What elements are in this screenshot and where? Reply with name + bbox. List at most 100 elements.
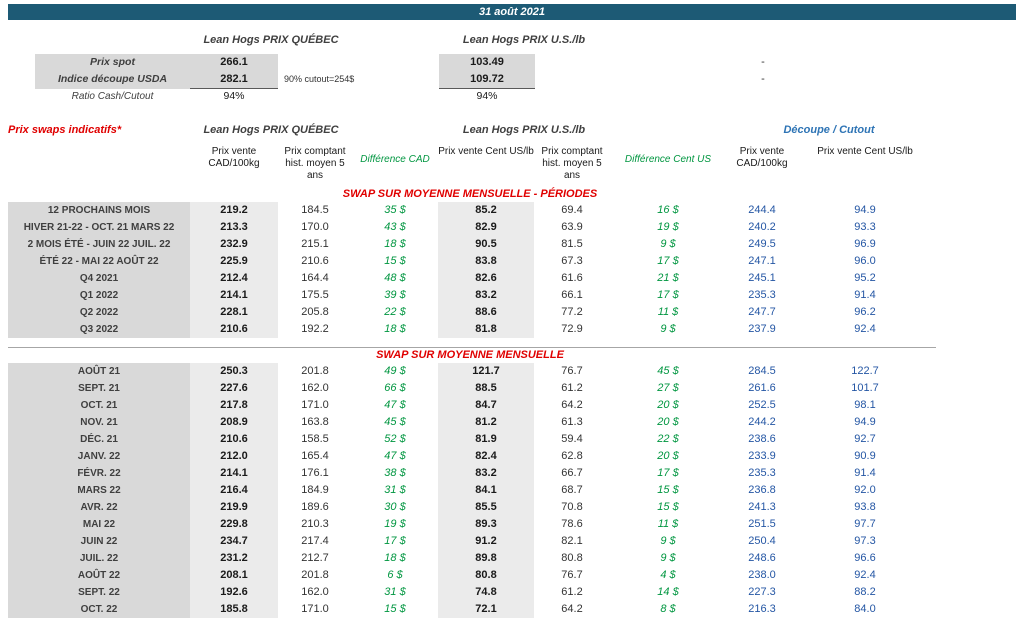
cell: 81.5 <box>561 238 583 250</box>
cell: 237.9 <box>748 323 776 335</box>
cell: 81.8 <box>438 321 534 338</box>
cell: 212.0 <box>190 448 278 465</box>
cell: 89.3 <box>438 516 534 533</box>
row-label: Ratio Cash/Cutout <box>71 91 154 102</box>
cell: 208.1 <box>190 567 278 584</box>
cell: 162.0 <box>301 382 329 394</box>
cell: 66.7 <box>561 467 583 479</box>
cell: 208.9 <box>190 414 278 431</box>
cell: 84.7 <box>438 397 534 414</box>
cell: 18 $ <box>384 552 406 564</box>
cell: 96.0 <box>854 255 876 267</box>
cell: 88.2 <box>854 586 876 598</box>
cell: 96.6 <box>854 552 876 564</box>
cell: 231.2 <box>190 550 278 567</box>
qc-ratio-value: 94% <box>223 90 245 102</box>
cell: 210.6 <box>301 255 329 267</box>
cell: 247.1 <box>748 255 776 267</box>
row-label: Indice découpe USDA <box>35 71 190 89</box>
cell: 89.8 <box>438 550 534 567</box>
cell: 81.9 <box>438 431 534 448</box>
us-spot-value: 103.49 <box>439 54 535 71</box>
col-cut-cad: Prix vente CAD/100kg <box>736 146 788 169</box>
row-label: FÉVR. 22 <box>8 465 190 482</box>
top-row-ratio: Ratio Cash/Cutout 94% 94% <box>8 88 932 105</box>
cell: 213.3 <box>190 219 278 236</box>
cell: 85.2 <box>438 202 534 219</box>
cell: 16 $ <box>657 204 679 216</box>
cell: 201.8 <box>301 365 329 377</box>
cell: 43 $ <box>384 221 406 233</box>
cell: 17 $ <box>657 467 679 479</box>
table-row: SEPT. 21 227.6 162.0 66 $ 88.5 61.2 27 $ 261.6 1… <box>8 380 932 397</box>
cell: 22 $ <box>384 306 406 318</box>
col-us-diff: Différence Cent US <box>624 154 712 165</box>
cell: 91.2 <box>438 533 534 550</box>
cell: 17 $ <box>384 535 406 547</box>
cell: 31 $ <box>384 484 406 496</box>
cell: 201.8 <box>301 569 329 581</box>
cell: 9 $ <box>660 552 676 564</box>
cell: 232.9 <box>190 236 278 253</box>
cell: 19 $ <box>657 221 679 233</box>
cell: 171.0 <box>301 399 329 411</box>
cell: 61.6 <box>561 272 583 284</box>
top-row-prix-spot: Prix spot 266.1 103.49 - <box>8 54 932 71</box>
cell: 92.0 <box>854 484 876 496</box>
cell: 170.0 <box>301 221 329 233</box>
swaps-quebec-header: Lean Hogs PRIX QUÉBEC <box>203 124 339 136</box>
cell: 63.9 <box>561 221 583 233</box>
cell: 14 $ <box>657 586 679 598</box>
row-label: 12 PROCHAINS MOIS <box>8 202 190 219</box>
cell: 210.6 <box>190 321 278 338</box>
cell: 212.4 <box>190 270 278 287</box>
cell: 249.5 <box>748 238 776 250</box>
table-row: Q2 2022 228.1 205.8 22 $ 88.6 77.2 11 $ 247.7 96… <box>8 304 932 321</box>
cell: 121.7 <box>438 363 534 380</box>
section1-title: SWAP SUR MOYENNE MENSUELLE - PÉRIODES <box>342 188 598 200</box>
cell: 4 $ <box>660 569 676 581</box>
cell: 91.4 <box>854 289 876 301</box>
cell: 192.6 <box>190 584 278 601</box>
cell: 9 $ <box>660 238 676 250</box>
cell: 90.5 <box>438 236 534 253</box>
cell: 219.9 <box>190 499 278 516</box>
periods-table: 12 PROCHAINS MOIS 219.2 184.5 35 $ 85.2 69.4 1… <box>8 202 932 338</box>
cell: 59.4 <box>561 433 583 445</box>
row-label: SEPT. 22 <box>8 584 190 601</box>
cell: 284.5 <box>748 365 776 377</box>
cell: 15 $ <box>657 501 679 513</box>
cell: 251.5 <box>748 518 776 530</box>
cell: 210.6 <box>190 431 278 448</box>
table-row: SEPT. 22 192.6 162.0 31 $ 74.8 61.2 14 $ 227.3 8… <box>8 584 932 601</box>
table-row: JANV. 22 212.0 165.4 47 $ 82.4 62.8 20 $ 233.9 9… <box>8 448 932 465</box>
cell: 96.2 <box>854 306 876 318</box>
cell: 90.9 <box>854 450 876 462</box>
cell: 214.1 <box>190 465 278 482</box>
cell: 84.0 <box>854 603 876 615</box>
cell: 185.8 <box>190 601 278 618</box>
cell: 184.5 <box>301 204 329 216</box>
cell: 17 $ <box>657 289 679 301</box>
col-qc-hist: Prix comptant hist. moyen 5 ans <box>284 146 346 181</box>
qc-spot-value: 266.1 <box>190 54 278 71</box>
cell: 235.3 <box>748 467 776 479</box>
swaps-left-title: Prix swaps indicatifs* <box>8 124 122 136</box>
row-label: MARS 22 <box>8 482 190 499</box>
cell: 69.4 <box>561 204 583 216</box>
cell: 88.6 <box>438 304 534 321</box>
cell: 82.1 <box>561 535 583 547</box>
cell: 8 $ <box>660 603 676 615</box>
row-label: 2 MOIS ÉTÉ - JUIN 22 JUIL. 22 <box>8 236 190 253</box>
cell: 31 $ <box>384 586 406 598</box>
col-qc-diff: Différence CAD <box>360 154 430 165</box>
cell: 217.8 <box>190 397 278 414</box>
cell: 66.1 <box>561 289 583 301</box>
cell: 234.7 <box>190 533 278 550</box>
table-row: MAI 22 229.8 210.3 19 $ 89.3 78.6 11 $ 251.5 97.… <box>8 516 932 533</box>
cell: 15 $ <box>657 484 679 496</box>
cell: 212.7 <box>301 552 329 564</box>
cell: 248.6 <box>748 552 776 564</box>
table-row: 12 PROCHAINS MOIS 219.2 184.5 35 $ 85.2 69.4 1… <box>8 202 932 219</box>
cell: 210.3 <box>301 518 329 530</box>
